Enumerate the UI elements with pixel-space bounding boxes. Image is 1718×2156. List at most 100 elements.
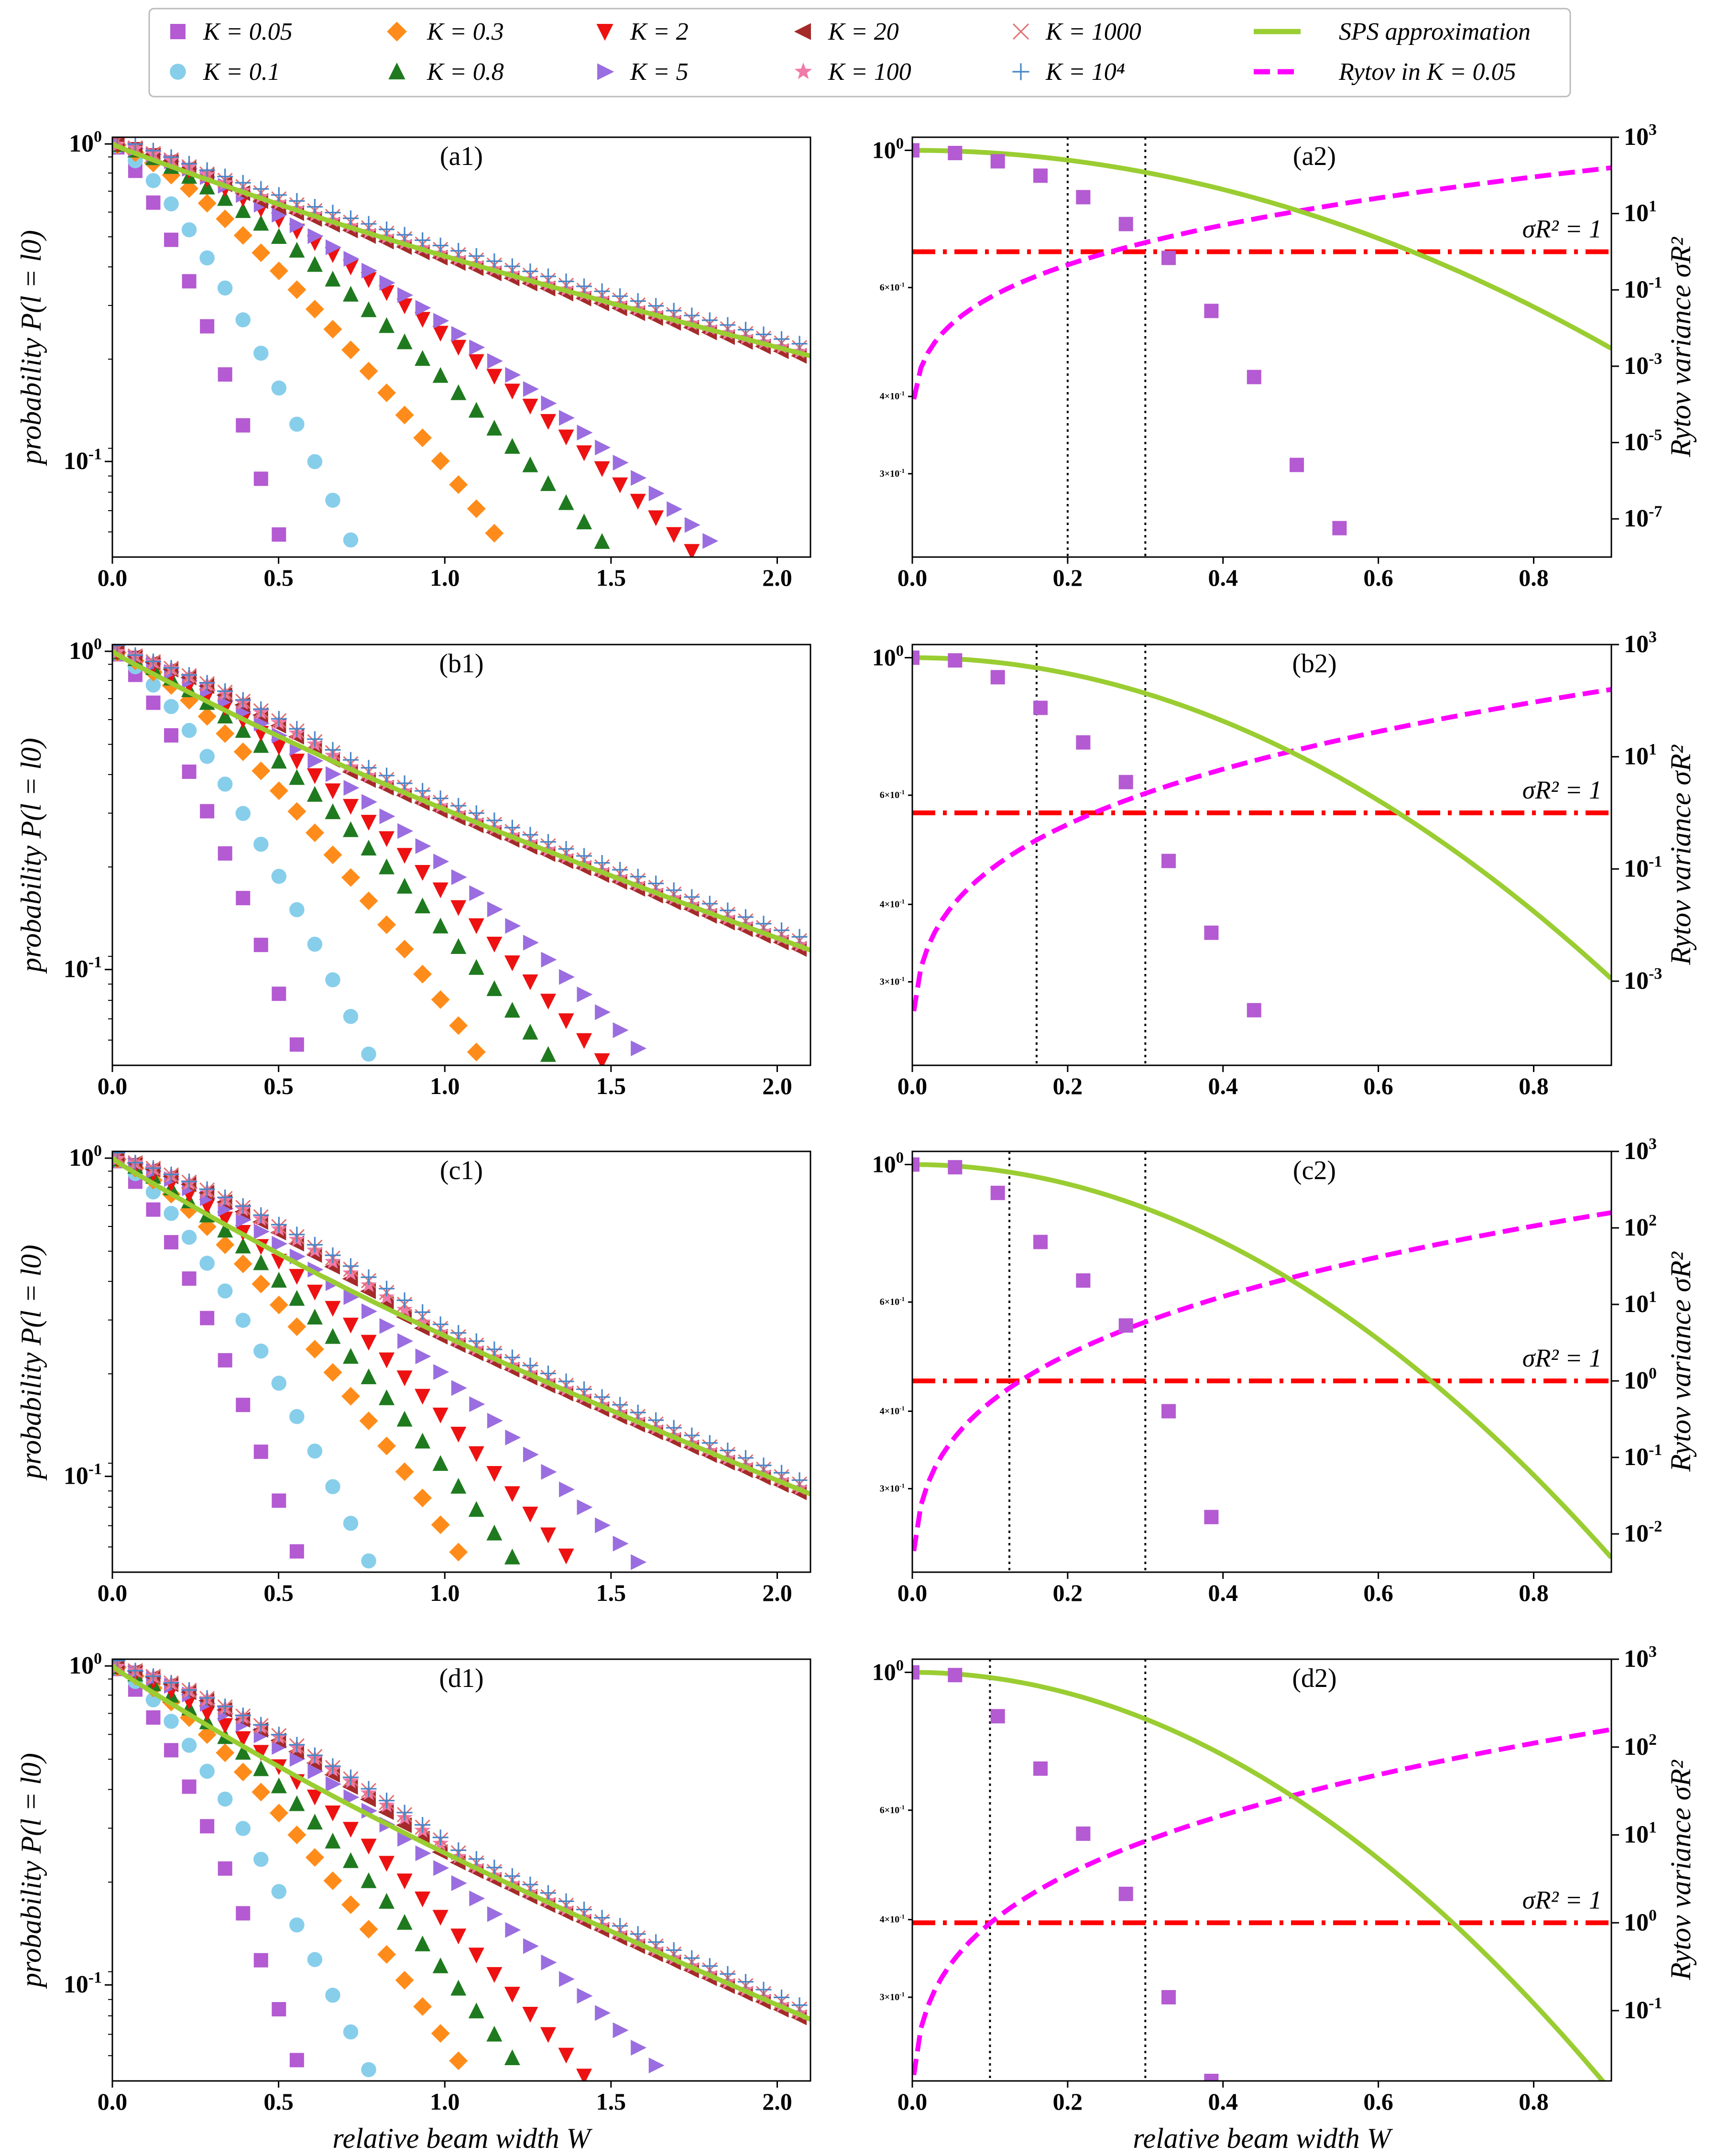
point — [235, 806, 251, 821]
xtick-label: 0.6 — [1363, 2088, 1393, 2115]
point — [613, 455, 629, 471]
point — [379, 317, 394, 333]
panel-title-a2: (a2) — [1293, 142, 1336, 171]
point — [433, 918, 449, 933]
point — [146, 1203, 161, 1217]
point — [540, 2027, 556, 2043]
point — [272, 2002, 286, 2016]
point — [323, 845, 342, 864]
ytick-label-minor: 3×10-1 — [880, 1482, 905, 1494]
ytick-label-minor: 4×10-1 — [880, 1404, 905, 1416]
point — [540, 414, 556, 430]
point — [1119, 217, 1133, 231]
point — [469, 1396, 485, 1412]
point — [218, 1353, 232, 1368]
ytick-label: 100 — [69, 635, 102, 665]
point — [469, 885, 485, 901]
ytick-label-minor: 6×10-1 — [880, 1804, 905, 1816]
point — [360, 1412, 378, 1430]
point — [218, 1861, 232, 1876]
ytick-label: 100 — [69, 1650, 102, 1679]
point — [200, 1819, 214, 1833]
point — [1204, 304, 1218, 318]
point — [395, 406, 414, 425]
point — [361, 840, 377, 855]
point — [289, 242, 305, 258]
xtick-label: 0.2 — [1053, 2088, 1083, 2115]
point — [469, 959, 484, 975]
point — [523, 935, 539, 951]
point — [218, 1283, 233, 1299]
point — [254, 1953, 268, 1968]
point — [182, 1271, 197, 1286]
xtick-label: 0.4 — [1208, 564, 1238, 591]
xtick-label: 1.5 — [596, 1579, 626, 1606]
point — [323, 1363, 342, 1382]
point — [631, 1040, 646, 1056]
point — [1076, 190, 1090, 204]
xtick-label: 0.5 — [263, 1073, 294, 1099]
point — [325, 1328, 340, 1344]
point — [272, 1884, 287, 1899]
point — [541, 952, 557, 968]
sps-curve-a1 — [112, 144, 810, 356]
point — [991, 154, 1005, 168]
panel-b1: 0.0 0.5 1.0 1.5 2.0 100 10-1 (b1) probability P(… — [15, 635, 810, 1099]
point — [252, 1275, 270, 1293]
point — [200, 1311, 214, 1325]
y2label-d2: Rytov variance σR² — [1665, 1760, 1696, 1981]
point — [397, 333, 413, 349]
xtick-label: 0.5 — [263, 1579, 294, 1606]
point — [576, 1033, 592, 1049]
ytick-label: 10-1 — [64, 445, 102, 475]
panel-title-c2: (c2) — [1293, 1156, 1336, 1185]
point — [361, 301, 377, 317]
point — [486, 980, 502, 996]
point — [307, 454, 323, 470]
point — [1161, 1990, 1176, 2004]
xtick-label: 0.2 — [1053, 1073, 1083, 1099]
y2tick-label: 10-1 — [1624, 1441, 1662, 1471]
legend-label-3: K = 0.8 — [427, 58, 504, 86]
point — [486, 1466, 502, 1482]
point — [576, 2068, 592, 2084]
point — [431, 1515, 450, 1534]
y2tick-label: 103 — [1624, 121, 1657, 151]
point — [631, 470, 646, 486]
point — [523, 1447, 539, 1463]
point — [290, 1038, 304, 1052]
point — [667, 501, 682, 517]
xtick-label: 0.0 — [897, 564, 928, 591]
point — [343, 799, 359, 815]
point — [146, 696, 161, 710]
point — [287, 280, 306, 299]
point — [450, 938, 466, 954]
point — [449, 2051, 468, 2070]
point — [540, 475, 556, 491]
ytick-label: 10-1 — [64, 1969, 102, 1998]
point — [272, 381, 287, 396]
rytov-curve-d2 — [914, 1729, 1613, 2075]
y2tick-label: 10-3 — [1624, 965, 1662, 995]
point — [289, 1290, 305, 1306]
point — [505, 367, 521, 383]
y2tick-label: 102 — [1624, 1731, 1657, 1761]
point — [505, 918, 521, 934]
point — [216, 724, 234, 743]
panel-d2: 0.0 0.2 0.4 0.6 0.81006×10-14×10-13×10-11031… — [872, 1643, 1696, 2154]
point — [289, 769, 305, 785]
point — [325, 1301, 340, 1317]
point — [146, 173, 161, 188]
y2tick-label: 101 — [1624, 1288, 1657, 1318]
ytick-label-minor: 3×10-1 — [880, 975, 905, 987]
y2label-b2: Rytov variance σR² — [1665, 744, 1696, 965]
series-a1-K3 — [109, 136, 610, 549]
point — [397, 823, 413, 839]
point — [469, 2003, 484, 2018]
point — [253, 346, 269, 361]
point — [235, 1313, 251, 1328]
xtick-label: 0.8 — [1519, 564, 1549, 591]
y2tick-label: 103 — [1624, 1643, 1657, 1673]
point — [504, 1549, 520, 1565]
point — [325, 1479, 340, 1494]
